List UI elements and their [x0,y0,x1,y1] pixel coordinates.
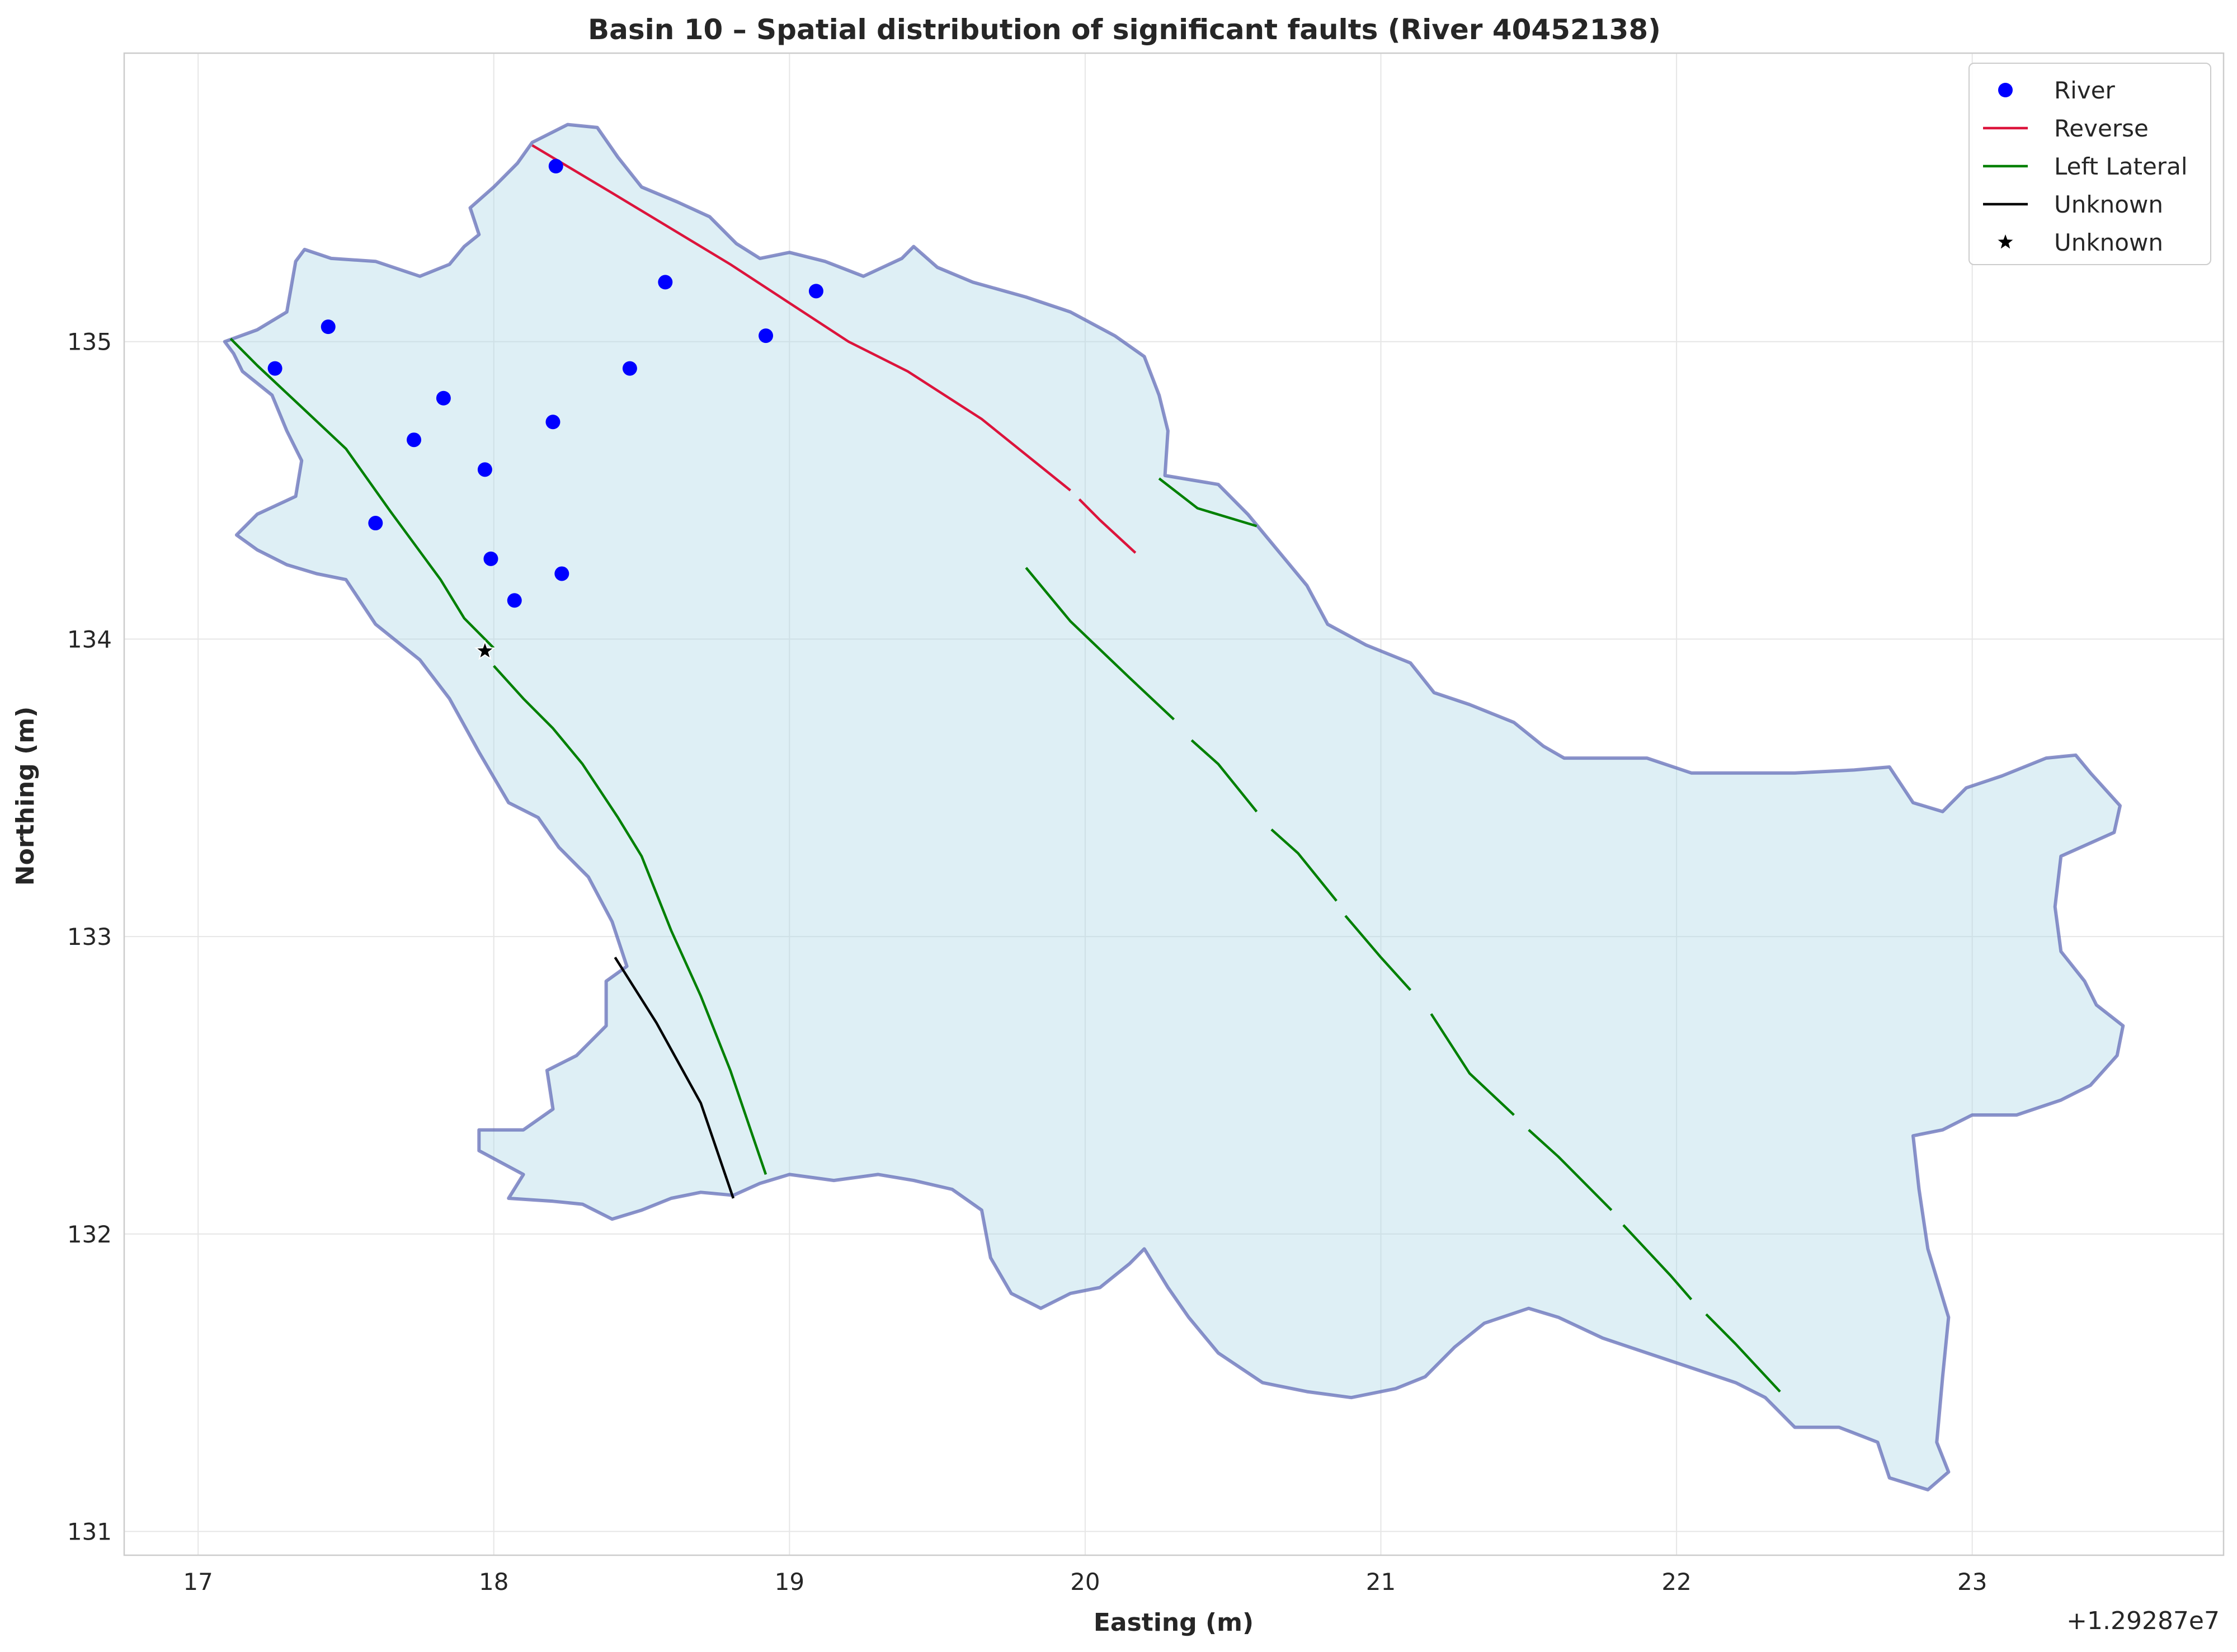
left-lateral-fault-line [229,337,495,649]
legend-label: Left Lateral [2054,153,2188,180]
left-lateral-fault-line [1190,739,1258,813]
reverse-fault-line [531,144,1071,492]
river-point [267,361,282,376]
y-tick-label: 132 [67,1221,112,1248]
legend-dot-marker [1998,83,2013,97]
river-point [554,566,569,581]
plot-area: 17 18 19 20 21 22 23 131 132 133 134 135 [67,52,2225,1595]
basin-fill [224,124,2123,1490]
x-tick-label: 19 [775,1568,804,1595]
x-tick-label: 18 [479,1568,508,1595]
x-tick-label: 23 [1957,1568,1987,1595]
x-axis-offset-text: +1.29287e7 [2066,1607,2220,1635]
river-point [407,432,422,448]
river-point [436,390,451,406]
legend-label: River [2054,77,2116,104]
left-lateral-fault-line [1158,477,1258,528]
y-tick-label: 135 [67,328,112,356]
left-lateral-fault-line [1025,567,1175,721]
river-point [321,319,336,335]
axes-frame [123,52,2225,1556]
x-tick-label: 22 [1661,1568,1691,1595]
reverse-fault-line [1078,498,1137,554]
river-point [759,328,774,343]
river-point [808,284,823,299]
river-point [622,361,637,376]
legend-star-marker [1995,231,2016,252]
river-point [368,516,383,531]
x-tick-label: 20 [1070,1568,1100,1595]
x-axis-label: Easting (m) [1094,1608,1254,1637]
legend: River Reverse Left Lateral Unknown Unknown [1968,63,2211,265]
left-lateral-fault-line [1705,1313,1781,1393]
legend-label: Unknown [2054,191,2163,218]
y-axis-label: Northing (m) [11,707,40,886]
basin-outline [223,123,2125,1491]
river-point [507,593,522,608]
plot-background [124,53,2224,1555]
river-point [545,415,561,430]
y-tick-label: 131 [67,1518,112,1545]
river-point [548,159,563,174]
legend-box [1968,63,2211,265]
left-lateral-fault-line [1344,915,1412,991]
legend-label: Reverse [2054,115,2149,142]
river-point [477,462,492,477]
x-tick-label: 21 [1366,1568,1396,1595]
left-lateral-fault-line [1270,829,1338,902]
left-lateral-fault-line [493,665,767,1175]
left-lateral-fault-line [1430,1013,1515,1116]
left-lateral-fault-line [1528,1129,1613,1211]
chart-title: Basin 10 – Spatial distribution of signi… [588,13,1661,46]
x-tick-label: 17 [183,1568,213,1595]
river-point [483,551,498,566]
river-point [658,275,673,290]
unknown-fault-line [614,957,735,1199]
unknown-star-marker [474,639,496,660]
y-tick-label: 134 [67,625,112,653]
legend-label: Unknown [2054,229,2163,256]
left-lateral-fault-line [1622,1224,1693,1301]
y-tick-label: 133 [67,923,112,950]
